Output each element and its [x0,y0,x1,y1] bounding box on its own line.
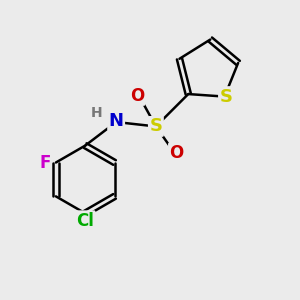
Text: N: N [109,112,124,130]
Text: S: S [149,117,162,135]
Text: O: O [130,86,144,104]
Text: F: F [39,154,50,172]
Text: S: S [220,88,232,106]
Text: H: H [91,106,103,120]
Text: Cl: Cl [76,212,94,230]
Text: O: O [169,144,184,162]
